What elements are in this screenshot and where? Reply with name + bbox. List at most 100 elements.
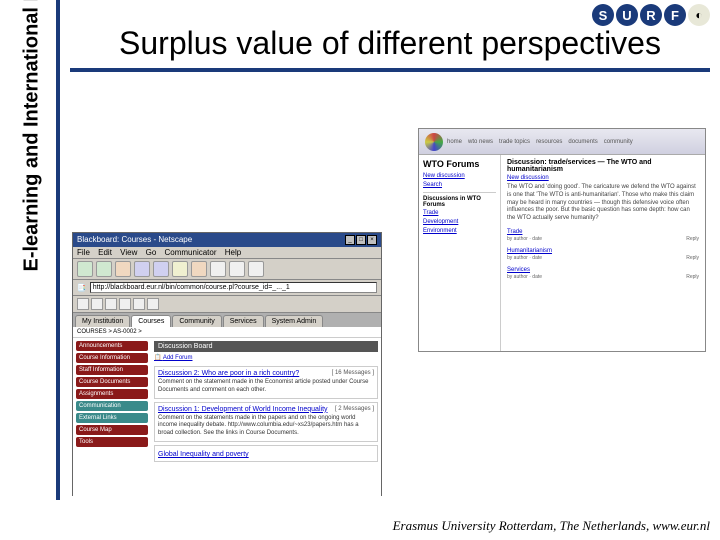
tab-sysadmin[interactable]: System Admin: [265, 315, 324, 327]
logo-letter-u: U: [616, 4, 638, 26]
toolbar-secondary: [73, 296, 381, 313]
discussions-section: Discussions in WTO Forums: [423, 192, 496, 208]
tab-myinstitution[interactable]: My Institution: [75, 315, 130, 327]
bb-tabs: My Institution Courses Community Service…: [73, 313, 381, 327]
search-link[interactable]: Search: [423, 182, 496, 188]
logo-wheel-icon: ◐: [688, 4, 710, 26]
topic-link[interactable]: Trade: [507, 229, 699, 235]
nav-topics[interactable]: trade topics: [499, 139, 530, 145]
screenshot-wto: home wto news trade topics resources doc…: [418, 128, 706, 352]
thread-body: Comment on the statement made in the Eco…: [158, 379, 374, 395]
minimize-icon[interactable]: _: [345, 235, 355, 245]
sidebar-item[interactable]: Environment: [423, 228, 496, 234]
breadcrumb: COURSES > AS-0002 >: [73, 327, 381, 338]
topic-byline: by author · date: [507, 236, 542, 242]
forward-icon[interactable]: [96, 261, 112, 277]
sidebar-label: E-learning and International Education: [21, 0, 44, 272]
forum-topic: Humanitarianism by author · date Reply: [507, 248, 699, 261]
nav-coursemap[interactable]: Course Map: [76, 425, 148, 435]
topic-byline: by author · date: [507, 255, 542, 261]
nav-announcements[interactable]: Announcements: [76, 341, 148, 351]
thread-title-link[interactable]: Global Inequality and poverty: [158, 451, 249, 458]
forum-description: The WTO and 'doing good'. The caricature…: [507, 184, 699, 223]
forum-breadcrumb: Discussion: trade/services — The WTO and…: [507, 159, 699, 173]
wto-body: WTO Forums New discussion Search Discuss…: [419, 155, 705, 351]
menu-item[interactable]: Communicator: [165, 248, 217, 257]
course-nav: Announcements Course Information Staff I…: [73, 338, 151, 518]
nav-coursedocs[interactable]: Course Documents: [76, 377, 148, 387]
sidebar-item[interactable]: Trade: [423, 210, 496, 216]
print-icon[interactable]: [191, 261, 207, 277]
nav-home[interactable]: home: [447, 139, 462, 145]
tool-icon[interactable]: [147, 298, 159, 310]
nav-tools[interactable]: Tools: [76, 437, 148, 447]
tool-icon[interactable]: [91, 298, 103, 310]
back-icon[interactable]: [77, 261, 93, 277]
menu-item[interactable]: Edit: [98, 248, 112, 257]
topic-link[interactable]: Humanitarianism: [507, 248, 699, 254]
nav-resources[interactable]: resources: [536, 139, 562, 145]
forum-topic: Trade by author · date Reply: [507, 229, 699, 242]
reload-icon[interactable]: [115, 261, 131, 277]
add-forum-link[interactable]: 📋 Add Forum: [154, 352, 378, 363]
menu-item[interactable]: Go: [146, 248, 157, 257]
nav-assignments[interactable]: Assignments: [76, 389, 148, 399]
menu-item[interactable]: File: [77, 248, 90, 257]
nav-staffinfo[interactable]: Staff Information: [76, 365, 148, 375]
surf-logo: S U R F ◐: [592, 4, 710, 26]
tool-icon[interactable]: [133, 298, 145, 310]
reply-link[interactable]: Reply: [686, 236, 699, 242]
window-title: Blackboard: Courses - Netscape: [77, 235, 192, 245]
discussion-thread: Discussion 1: Development of World Incom…: [154, 402, 378, 442]
url-bar: 📑 http://blackboard.eur.nl/bin/common/co…: [73, 280, 381, 296]
menu-item[interactable]: View: [120, 248, 137, 257]
shop-icon[interactable]: [229, 261, 245, 277]
bookmarks-icon[interactable]: 📑: [77, 284, 86, 292]
menubar: File Edit View Go Communicator Help: [73, 247, 381, 259]
tool-icon[interactable]: [105, 298, 117, 310]
bb-main: Discussion Board 📋 Add Forum Discussion …: [151, 338, 381, 518]
reply-link[interactable]: Reply: [686, 274, 699, 280]
discussion-thread: Global Inequality and poverty: [154, 445, 378, 462]
thread-body: Comment on the statements made in the pa…: [158, 415, 374, 438]
discussion-board-header: Discussion Board: [154, 341, 378, 352]
nav-news[interactable]: wto news: [468, 139, 493, 145]
tab-community[interactable]: Community: [172, 315, 221, 327]
discussion-thread: Discussion 2: Who are poor in a rich cou…: [154, 366, 378, 399]
new-discussion-link[interactable]: New discussion: [507, 175, 699, 181]
tool-icon[interactable]: [119, 298, 131, 310]
wto-main: Discussion: trade/services — The WTO and…: [501, 155, 705, 351]
tab-courses[interactable]: Courses: [131, 315, 171, 327]
security-icon[interactable]: [210, 261, 226, 277]
nav-courseinfo[interactable]: Course Information: [76, 353, 148, 363]
home-icon[interactable]: [134, 261, 150, 277]
search-icon[interactable]: [153, 261, 169, 277]
new-discussion-link[interactable]: New discussion: [423, 173, 496, 179]
sidebar-item[interactable]: Development: [423, 219, 496, 225]
close-icon[interactable]: ×: [367, 235, 377, 245]
topic-link[interactable]: Services: [507, 267, 699, 273]
stop-icon[interactable]: [248, 261, 264, 277]
nav-links[interactable]: External Links: [76, 413, 148, 423]
toolbar: [73, 259, 381, 280]
thread-title-link[interactable]: Discussion 2: Who are poor in a rich cou…: [158, 370, 299, 377]
nav-community[interactable]: community: [604, 139, 633, 145]
forum-topic: Services by author · dateReply: [507, 267, 699, 280]
reply-link[interactable]: Reply: [686, 255, 699, 261]
maximize-icon[interactable]: □: [356, 235, 366, 245]
nav-communication[interactable]: Communication: [76, 401, 148, 411]
sidebar-accent-line: [56, 0, 60, 500]
screenshot-blackboard: Blackboard: Courses - Netscape _ □ × Fil…: [72, 232, 382, 496]
tab-services[interactable]: Services: [223, 315, 264, 327]
thread-msg-count: [ 2 Messages ]: [335, 406, 374, 413]
logo-letter-r: R: [640, 4, 662, 26]
wto-forums-title: WTO Forums: [423, 159, 496, 169]
tool-icon[interactable]: [77, 298, 89, 310]
nav-docs[interactable]: documents: [568, 139, 597, 145]
netscape-icon[interactable]: [172, 261, 188, 277]
window-titlebar: Blackboard: Courses - Netscape _ □ ×: [73, 233, 381, 247]
thread-title-link[interactable]: Discussion 1: Development of World Incom…: [158, 406, 328, 413]
url-input[interactable]: http://blackboard.eur.nl/bin/common/cour…: [90, 282, 377, 293]
title-area: Surplus value of different perspectives: [70, 24, 710, 72]
menu-item[interactable]: Help: [225, 248, 241, 257]
